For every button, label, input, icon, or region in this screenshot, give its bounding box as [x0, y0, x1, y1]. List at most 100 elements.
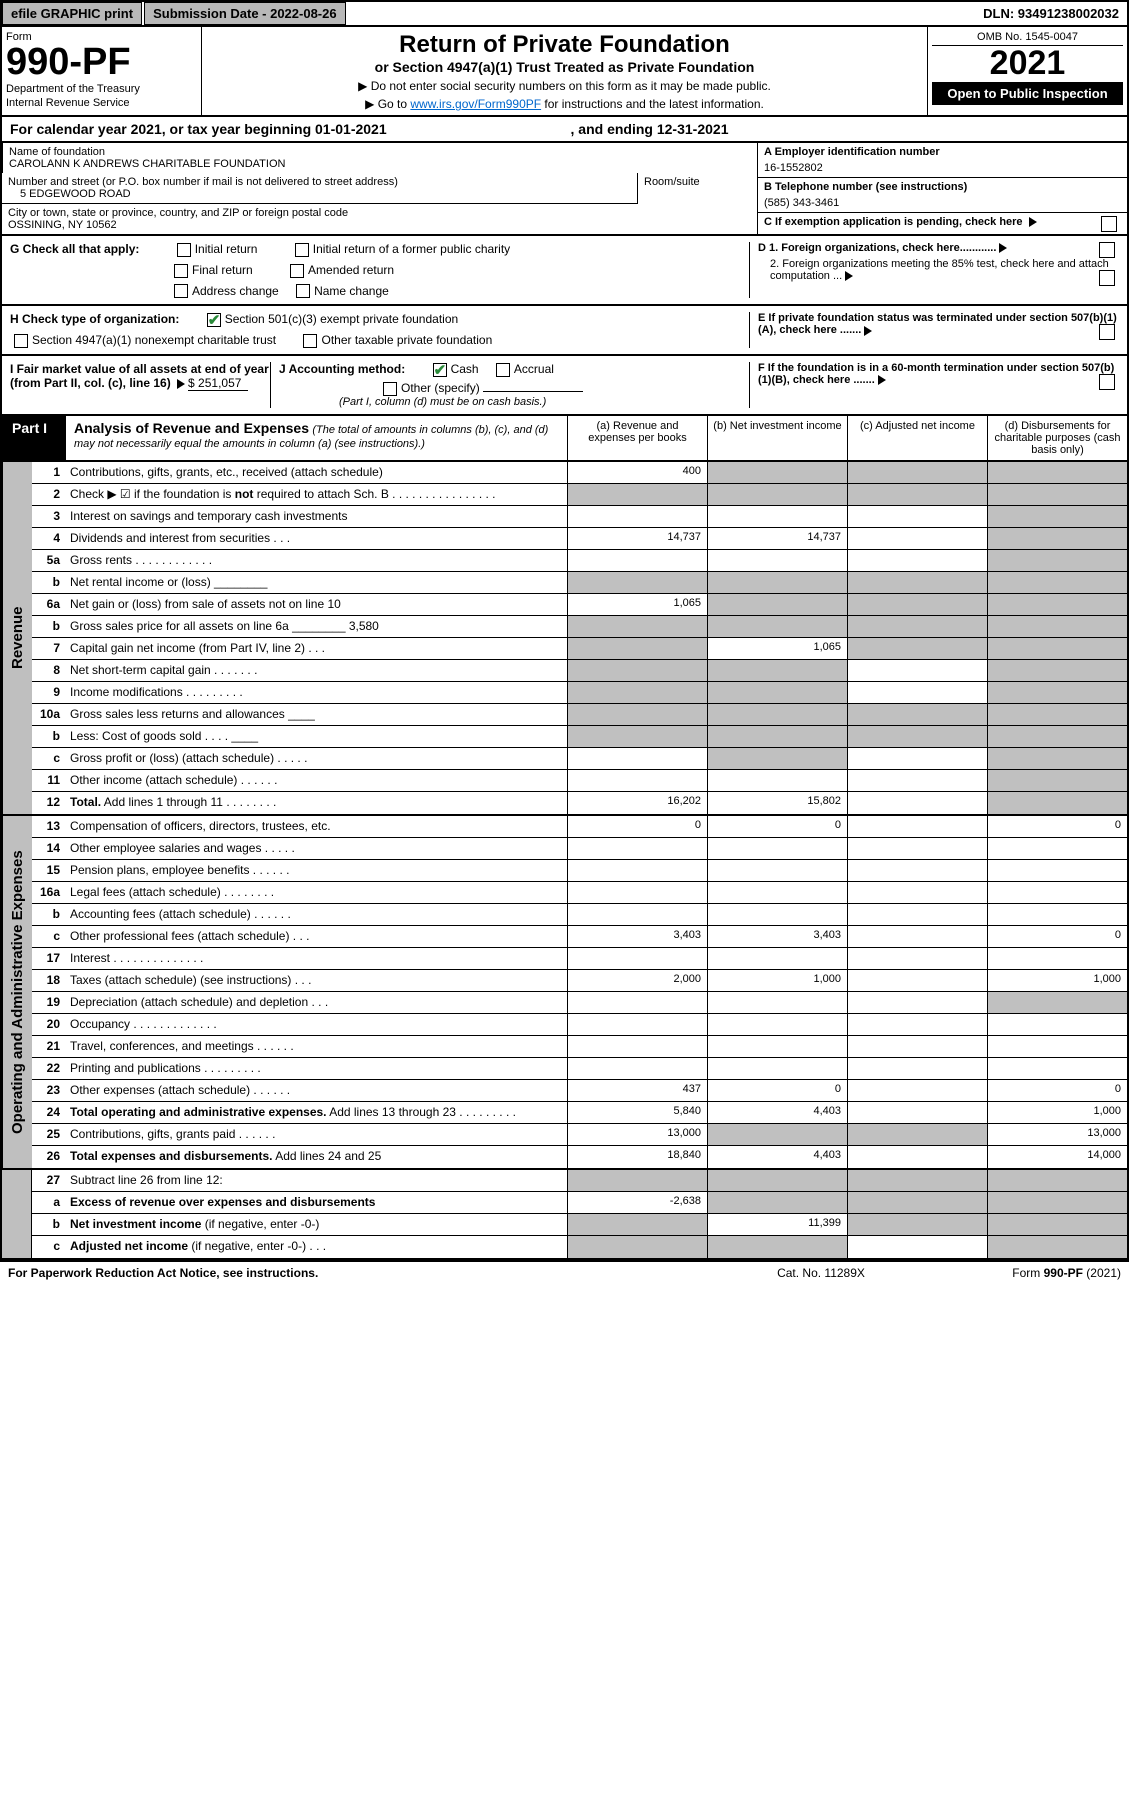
e-checkbox[interactable]: [1099, 324, 1115, 340]
address-change-checkbox[interactable]: [174, 284, 188, 298]
line-number: 13: [32, 816, 66, 837]
cell-value: [707, 506, 847, 527]
initial-former-checkbox[interactable]: [295, 243, 309, 257]
cell-value: [847, 1036, 987, 1057]
cell-value: [987, 882, 1127, 903]
table-row: aExcess of revenue over expenses and dis…: [32, 1192, 1127, 1214]
table-row: bGross sales price for all assets on lin…: [32, 616, 1127, 638]
open-public-badge: Open to Public Inspection: [932, 82, 1123, 105]
cell-value: [847, 1080, 987, 1101]
cell-value: [847, 860, 987, 881]
line-number: 18: [32, 970, 66, 991]
cell-value: [707, 838, 847, 859]
cell-value: 0: [567, 816, 707, 837]
cell-value: [567, 704, 707, 725]
cell-value: 18,840: [567, 1146, 707, 1168]
cell-value: [987, 904, 1127, 925]
cell-value: [567, 1236, 707, 1258]
final-return-checkbox[interactable]: [174, 264, 188, 278]
cell-value: [847, 970, 987, 991]
table-row: bNet investment income (if negative, ent…: [32, 1214, 1127, 1236]
cell-value: [847, 484, 987, 505]
cell-value: [707, 484, 847, 505]
cell-value: [987, 616, 1127, 637]
cell-value: 3,403: [567, 926, 707, 947]
table-row: 4Dividends and interest from securities …: [32, 528, 1127, 550]
line-description: Income modifications . . . . . . . . .: [66, 682, 567, 703]
cell-value: [987, 594, 1127, 615]
table-row: 25Contributions, gifts, grants paid . . …: [32, 1124, 1127, 1146]
line-description: Excess of revenue over expenses and disb…: [66, 1192, 567, 1213]
opex-side-label: Operating and Administrative Expenses: [2, 816, 32, 1168]
irs-link[interactable]: www.irs.gov/Form990PF: [410, 97, 541, 111]
line-description: Contributions, gifts, grants, etc., rece…: [66, 462, 567, 483]
cell-value: [847, 1214, 987, 1235]
cell-value: 14,000: [987, 1146, 1127, 1168]
cell-value: [987, 860, 1127, 881]
efile-print-button[interactable]: efile GRAPHIC print: [2, 2, 142, 25]
line-description: Other employee salaries and wages . . . …: [66, 838, 567, 859]
table-row: 27Subtract line 26 from line 12:: [32, 1170, 1127, 1192]
line-description: Capital gain net income (from Part IV, l…: [66, 638, 567, 659]
f-checkbox[interactable]: [1099, 374, 1115, 390]
line-number: b: [32, 616, 66, 637]
table-row: 16aLegal fees (attach schedule) . . . . …: [32, 882, 1127, 904]
other-method-checkbox[interactable]: [383, 382, 397, 396]
name-change-checkbox[interactable]: [296, 284, 310, 298]
cell-value: [567, 860, 707, 881]
table-row: 3Interest on savings and temporary cash …: [32, 506, 1127, 528]
4947-checkbox[interactable]: [14, 334, 28, 348]
line-description: Less: Cost of goods sold . . . . ____: [66, 726, 567, 747]
cell-value: [987, 528, 1127, 549]
submission-date: Submission Date - 2022-08-26: [144, 2, 346, 25]
opex-table: Operating and Administrative Expenses 13…: [0, 816, 1129, 1170]
cash-checkbox[interactable]: [433, 363, 447, 377]
city-label: City or town, state or province, country…: [8, 207, 751, 219]
ein-label: A Employer identification number: [764, 146, 1121, 158]
cell-value: [707, 948, 847, 969]
cell-value: [567, 660, 707, 681]
cell-value: [847, 528, 987, 549]
cell-value: [707, 1192, 847, 1213]
cell-value: [567, 748, 707, 769]
cell-value: 14,737: [567, 528, 707, 549]
amended-return-checkbox[interactable]: [290, 264, 304, 278]
initial-return-checkbox[interactable]: [177, 243, 191, 257]
topbar: efile GRAPHIC print Submission Date - 20…: [0, 0, 1129, 27]
table-row: 13Compensation of officers, directors, t…: [32, 816, 1127, 838]
table-row: 1Contributions, gifts, grants, etc., rec…: [32, 462, 1127, 484]
table-row: 22Printing and publications . . . . . . …: [32, 1058, 1127, 1080]
arrow-icon: [177, 379, 185, 389]
line-description: Gross sales price for all assets on line…: [66, 616, 567, 637]
address: 5 EDGEWOOD ROAD: [8, 188, 631, 200]
d2-checkbox[interactable]: [1099, 270, 1115, 286]
summary-table: 27Subtract line 26 from line 12:aExcess …: [0, 1170, 1129, 1261]
d1-checkbox[interactable]: [1099, 242, 1115, 258]
arrow-icon: [845, 271, 853, 281]
accrual-checkbox[interactable]: [496, 363, 510, 377]
exemption-checkbox[interactable]: [1101, 216, 1117, 232]
cell-value: [847, 770, 987, 791]
line-number: 1: [32, 462, 66, 483]
line-description: Compensation of officers, directors, tru…: [66, 816, 567, 837]
cell-value: [567, 904, 707, 925]
name-label: Name of foundation: [9, 146, 751, 158]
line-description: Net rental income or (loss) ________: [66, 572, 567, 593]
dept-irs: Internal Revenue Service: [6, 97, 197, 109]
cell-value: [987, 682, 1127, 703]
line-number: 11: [32, 770, 66, 791]
cell-value: [707, 572, 847, 593]
cell-value: 4,403: [707, 1102, 847, 1123]
501c3-checkbox[interactable]: [207, 313, 221, 327]
part1-label: Part I: [2, 416, 57, 440]
cell-value: [987, 462, 1127, 483]
line-description: Contributions, gifts, grants paid . . . …: [66, 1124, 567, 1145]
cell-value: [847, 926, 987, 947]
cell-value: [707, 616, 847, 637]
cell-value: 2,000: [567, 970, 707, 991]
line-number: a: [32, 1192, 66, 1213]
table-row: 5aGross rents . . . . . . . . . . . .: [32, 550, 1127, 572]
other-taxable-checkbox[interactable]: [303, 334, 317, 348]
line-description: Other expenses (attach schedule) . . . .…: [66, 1080, 567, 1101]
line-number: 10a: [32, 704, 66, 725]
